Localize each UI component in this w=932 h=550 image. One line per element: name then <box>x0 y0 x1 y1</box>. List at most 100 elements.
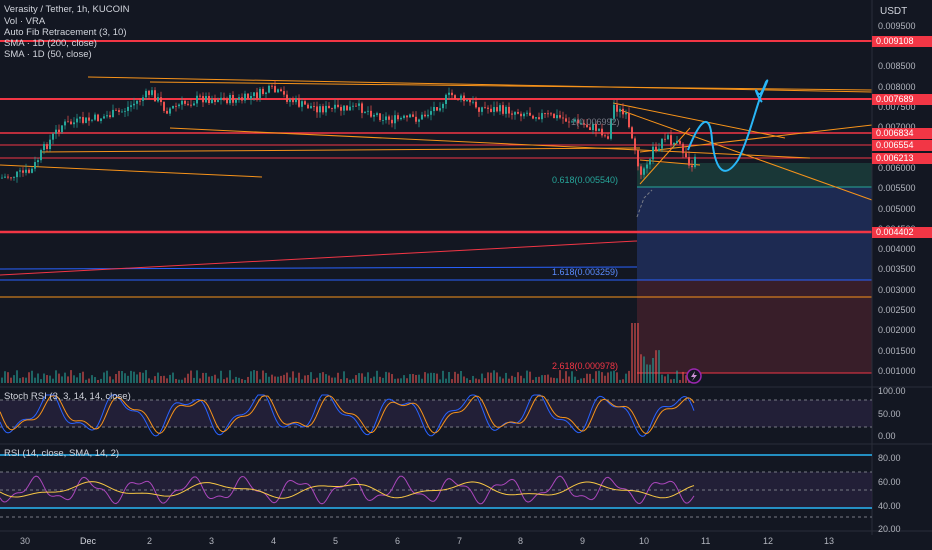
volume-bar <box>460 370 462 383</box>
volume-bar <box>76 377 78 383</box>
candle-body <box>427 114 429 117</box>
volume-bar <box>238 377 240 383</box>
volume-bar <box>73 375 75 383</box>
lightning-icon[interactable] <box>686 368 702 384</box>
rsi-axis-label: 80.00 <box>878 453 901 463</box>
candle-body <box>175 105 177 107</box>
candle-body <box>280 89 282 92</box>
volume-bar <box>550 377 552 383</box>
price-tag[interactable]: 0.006554 <box>872 140 932 151</box>
candle-body <box>544 113 546 114</box>
price-axis-label: 0.005000 <box>878 204 916 214</box>
volume-bar <box>292 371 294 383</box>
volume-bar <box>379 376 381 383</box>
volume-bar <box>19 378 21 383</box>
volume-bar <box>196 370 198 383</box>
volume-bar <box>220 370 222 383</box>
candle-body <box>163 102 165 111</box>
candle-body <box>19 170 21 172</box>
volume-bar <box>568 376 570 383</box>
candle-body <box>595 123 597 131</box>
candle-body <box>217 99 219 102</box>
volume-bar <box>16 370 18 383</box>
volume-bar <box>667 374 669 383</box>
candle-body <box>685 153 687 158</box>
candle-body <box>415 116 417 122</box>
candle-body <box>535 117 537 119</box>
indicator-fib[interactable]: Auto Fib Retracement (3, 10) <box>4 27 127 38</box>
candle-body <box>349 106 351 111</box>
price-axis-label: 0.001500 <box>878 346 916 356</box>
candle-body <box>232 94 234 103</box>
time-axis-label: 9 <box>580 536 586 546</box>
candle-body <box>655 146 657 152</box>
volume-bar <box>436 373 438 383</box>
candle-body <box>136 100 138 104</box>
candle-body <box>334 104 336 109</box>
indicator-volume[interactable]: Vol · VRA <box>4 16 46 27</box>
candlestick-series[interactable] <box>1 80 696 183</box>
volume-bar <box>574 376 576 383</box>
candle-body <box>130 105 132 107</box>
volume-bar <box>13 375 15 383</box>
volume-bar <box>562 378 564 383</box>
trendlines[interactable] <box>0 76 873 201</box>
volume-bar <box>52 378 54 383</box>
candle-body <box>688 157 690 166</box>
candle-body <box>247 93 249 99</box>
volume-bar <box>139 372 141 383</box>
volume-bar <box>346 378 348 383</box>
price-tag[interactable]: 0.006834 <box>872 128 932 139</box>
price-tag[interactable]: 0.004402 <box>872 227 932 238</box>
price-tag[interactable]: 0.009108 <box>872 36 932 47</box>
volume-bar <box>547 374 549 383</box>
volume-bar <box>664 376 666 383</box>
volume-bar <box>556 378 558 383</box>
indicator-sma50[interactable]: SMA · 1D (50, close) <box>4 49 92 60</box>
volume-bar <box>604 375 606 383</box>
volume-bar <box>295 377 297 383</box>
candle-body <box>28 169 30 173</box>
volume-bar <box>445 378 447 383</box>
candle-body <box>121 111 123 113</box>
candle-body <box>424 114 426 117</box>
volume-bar <box>286 372 288 383</box>
projection-sketch[interactable] <box>687 79 769 172</box>
candle-body <box>328 105 330 109</box>
candle-body <box>370 110 372 117</box>
volume-bar <box>283 374 285 383</box>
volume-bar <box>175 378 177 383</box>
candle-body <box>118 110 120 112</box>
volume-bar <box>646 364 648 383</box>
price-axis-label: 0.002000 <box>878 325 916 335</box>
candle-body <box>376 113 378 115</box>
volume-bar <box>166 378 168 383</box>
candle-body <box>7 176 9 178</box>
stoch-title[interactable]: Stoch RSI (3, 3, 14, 14, close) <box>4 391 131 402</box>
candle-body <box>580 123 582 124</box>
candle-body <box>484 107 486 109</box>
candle-body <box>85 117 87 123</box>
candle-body <box>523 113 525 117</box>
currency-label[interactable]: USDT <box>880 6 908 17</box>
indicator-sma200[interactable]: SMA · 1D (200, close) <box>4 38 97 49</box>
price-tag[interactable]: 0.007689 <box>872 94 932 105</box>
candle-body <box>481 107 483 112</box>
candle-body <box>205 96 207 103</box>
volume-bar <box>685 375 687 383</box>
rsi-title[interactable]: RSI (14, close, SMA, 14, 2) <box>4 448 120 459</box>
time-axis-label: 13 <box>824 536 835 546</box>
price-tag[interactable]: 0.006213 <box>872 153 932 164</box>
candle-body <box>115 109 117 111</box>
candle-body <box>67 121 69 123</box>
time-axis-label: Dec <box>80 536 97 546</box>
volume-bar <box>280 375 282 383</box>
stoch-axis-label: 0.00 <box>878 431 896 441</box>
volume-bar <box>79 373 81 383</box>
candle-body <box>562 117 564 119</box>
candle-body <box>340 106 342 111</box>
candle-body <box>172 105 174 109</box>
candle-body <box>16 171 18 178</box>
volume-bar <box>355 375 357 383</box>
